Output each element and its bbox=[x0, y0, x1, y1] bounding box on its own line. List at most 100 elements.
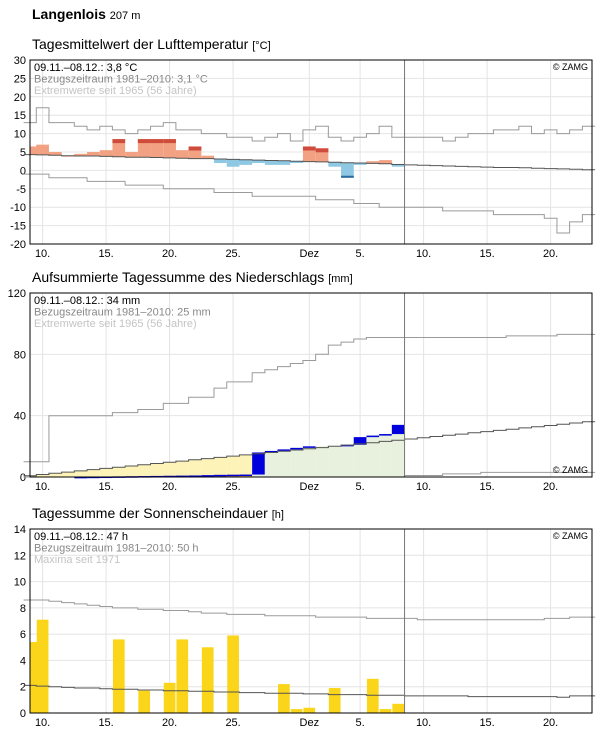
precip-deficit-6 bbox=[100, 468, 113, 476]
precip-daily-15 bbox=[214, 475, 227, 477]
precip-deficit-5 bbox=[87, 470, 100, 477]
temp-xtick-2: 20. bbox=[162, 248, 177, 260]
sun-info-2: Maxima seit 1971 bbox=[34, 554, 120, 566]
precip-info-1: Bezugszeitraum 1981–2010: 25 mm bbox=[34, 307, 211, 319]
temp-xtick-7: 15. bbox=[479, 248, 494, 260]
temp-bar-28 bbox=[379, 160, 392, 164]
sun-bar-1 bbox=[37, 620, 49, 713]
precip-xtick-4: Dez bbox=[300, 481, 320, 493]
sun-ytick-1: 12 bbox=[14, 550, 26, 562]
precip-daily-17 bbox=[239, 475, 252, 477]
temp-info-1: Bezugszeitraum 1981–2010: 3,1 °C bbox=[34, 74, 208, 86]
temp-bar-bottom-25 bbox=[341, 176, 354, 178]
precip-xtick-6: 10. bbox=[416, 481, 431, 493]
precip-xtick-3: 25. bbox=[225, 481, 240, 493]
sun-bar-16 bbox=[227, 635, 239, 713]
station-elevation: 207 m bbox=[110, 10, 141, 22]
sun-bar-7 bbox=[113, 639, 125, 713]
temp-xtick-5: 5. bbox=[356, 248, 365, 260]
sun-ytick-5: 4 bbox=[20, 655, 26, 667]
precip-xtick-7: 15. bbox=[479, 481, 494, 493]
precip-deficit-13 bbox=[189, 460, 202, 476]
precip-daily-21 bbox=[290, 448, 303, 450]
sun-xtick-1: 15. bbox=[98, 717, 113, 729]
temp-bar-24 bbox=[328, 162, 341, 166]
temp-bar-top-7 bbox=[112, 139, 125, 143]
sun-bar-20 bbox=[278, 684, 290, 713]
temperature-title-text: Tagesmittelwert der Lufttemperatur bbox=[32, 36, 248, 52]
precip-info-2: Extremwerte seit 1965 (56 Jahre) bbox=[34, 318, 197, 330]
sun-bar-11 bbox=[164, 683, 176, 713]
precip-ytick-2: 40 bbox=[14, 411, 26, 423]
precip-copyright: © ZAMG bbox=[553, 465, 588, 475]
precip-ytick-1: 80 bbox=[14, 349, 26, 361]
precipitation-unit: [mm] bbox=[328, 273, 352, 285]
temp-xtick-8: 20. bbox=[543, 248, 558, 260]
temp-bar-6 bbox=[100, 150, 113, 156]
sun-info-0: 09.11.–08.12.: 47 h bbox=[34, 531, 128, 543]
temp-bar-8 bbox=[125, 152, 138, 157]
station-title: Langenlois 207 m bbox=[32, 6, 140, 22]
temp-bar-top-11 bbox=[163, 139, 176, 143]
temperature-unit: [°C] bbox=[252, 40, 270, 52]
sun-xtick-7: 15. bbox=[479, 717, 494, 729]
sun-bar-12 bbox=[176, 639, 188, 713]
temp-bar-16 bbox=[227, 159, 240, 166]
temp-bar-15 bbox=[214, 159, 227, 163]
temp-copyright: © ZAMG bbox=[553, 62, 588, 72]
temp-xtick-6: 10. bbox=[416, 248, 431, 260]
sun-bar-24 bbox=[329, 688, 341, 713]
temp-bar-19 bbox=[265, 160, 278, 164]
precip-daily-14 bbox=[201, 475, 214, 477]
precip-daily-18 bbox=[252, 452, 265, 474]
sun-bar-14 bbox=[202, 647, 214, 713]
sun-xtick-0: 10. bbox=[35, 717, 50, 729]
temp-xtick-3: 25. bbox=[225, 248, 240, 260]
precip-cum-27 bbox=[366, 436, 379, 477]
temp-xtick-0: 10. bbox=[35, 248, 50, 260]
temp-bar-top-22 bbox=[303, 146, 316, 150]
temp-info-2: Extremwerte seit 1965 (56 Jahre) bbox=[34, 85, 197, 97]
sun-bar-9 bbox=[138, 691, 150, 713]
precip-cum-19 bbox=[265, 451, 278, 477]
sun-copyright: © ZAMG bbox=[553, 531, 588, 541]
sun-ytick-2: 10 bbox=[14, 577, 26, 589]
sun-info-1: Bezugszeitraum 1981–2010: 50 h bbox=[34, 543, 199, 555]
precip-deficit-3 bbox=[62, 472, 75, 477]
precip-deficit-10 bbox=[151, 464, 164, 476]
sun-xtick-6: 10. bbox=[416, 717, 431, 729]
sun-xtick-2: 20. bbox=[162, 717, 177, 729]
precip-deficit-12 bbox=[176, 461, 189, 476]
precip-xtick-2: 20. bbox=[162, 481, 177, 493]
precip-xtick-1: 15. bbox=[98, 481, 113, 493]
sun-ytick-3: 8 bbox=[20, 603, 26, 615]
precip-deficit-9 bbox=[138, 465, 151, 476]
precip-info-0: 09.11.–08.12.: 34 mm bbox=[34, 295, 140, 307]
temp-bar-5 bbox=[87, 152, 100, 156]
sun-xtick-8: 20. bbox=[543, 717, 558, 729]
temp-bar-25 bbox=[341, 163, 354, 178]
precip-cum-22 bbox=[303, 446, 316, 477]
precip-xtick-0: 10. bbox=[35, 481, 50, 493]
precip-deficit-11 bbox=[163, 462, 176, 475]
precip-cum-23 bbox=[316, 446, 329, 477]
sun-bar-27 bbox=[367, 679, 379, 713]
precip-deficit-8 bbox=[125, 466, 138, 476]
sunshine-unit: [h] bbox=[272, 509, 284, 521]
temperature-chart-title: Tagesmittelwert der Lufttemperatur [°C] bbox=[32, 36, 271, 52]
precip-daily-27 bbox=[366, 436, 379, 438]
temp-ytick-9: -15 bbox=[10, 221, 26, 233]
precipitation-chart-title: Aufsummierte Tagessumme des Niederschlag… bbox=[32, 269, 353, 285]
sun-ytick-6: 2 bbox=[20, 682, 26, 694]
precip-deficit-14 bbox=[201, 459, 214, 476]
precip-cum-21 bbox=[290, 448, 303, 477]
temp-xtick-1: 15. bbox=[98, 248, 113, 260]
precip-daily-29 bbox=[392, 425, 405, 434]
precip-deficit-4 bbox=[74, 471, 87, 477]
sun-xtick-3: 25. bbox=[225, 717, 240, 729]
temp-ytick-2: 20 bbox=[14, 92, 26, 104]
temp-ytick-0: 30 bbox=[14, 55, 26, 67]
precip-daily-28 bbox=[379, 434, 392, 436]
